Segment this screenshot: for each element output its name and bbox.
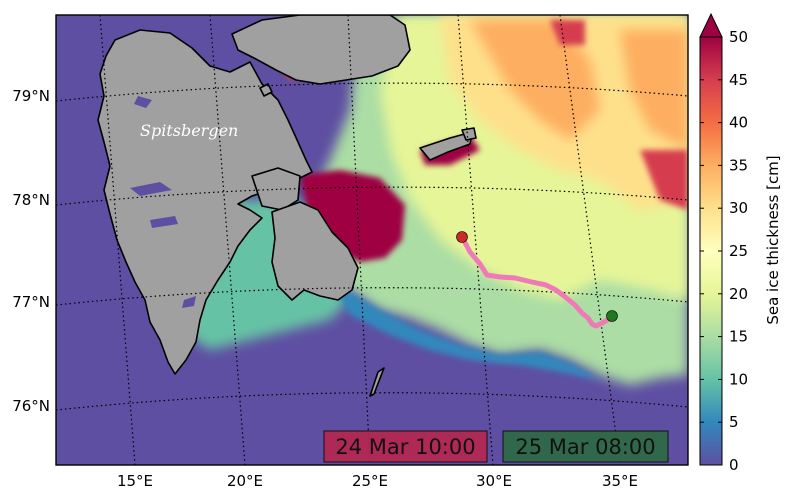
meridian-15e (99, 15, 136, 465)
place-label-spitsbergen: Spitsbergen (140, 121, 238, 140)
colorbar-tick-label: 10 (729, 370, 748, 388)
colorbar-tick-label: 20 (729, 285, 748, 303)
longitude-labels: 15°E 20°E 25°E 30°E 35°E (117, 472, 638, 490)
lon-label-20e: 20°E (227, 472, 263, 490)
map-panel: Spitsbergen 24 Mar 10:00 25 Mar 08:00 (56, 15, 688, 465)
lon-label-35e: 35°E (602, 472, 638, 490)
colorbar: 0 5 10 15 20 25 30 35 40 45 50 Sea ice thickness [… (699, 12, 782, 474)
colorbar-tick-label: 15 (729, 328, 748, 346)
meridian-35e (559, 15, 621, 465)
colorbar-tick-label: 45 (729, 71, 748, 89)
colorbar-tick-label: 0 (729, 456, 739, 474)
colorbar-tick-label: 50 (729, 28, 748, 46)
track-start-marker (456, 231, 468, 243)
colorbar-tick-label: 40 (729, 114, 748, 132)
lat-label-79n: 79°N (12, 87, 50, 105)
fjords (130, 96, 196, 308)
lat-label-76n: 76°N (12, 397, 50, 415)
timestamp-end-label: 25 Mar 08:00 (515, 435, 655, 459)
colorbar-label: Sea ice thickness [cm] (764, 155, 782, 324)
colorbar-tick-label: 25 (729, 242, 748, 260)
graticule (56, 15, 688, 465)
lon-label-15e: 15°E (117, 472, 153, 490)
colorbar-tick-label: 5 (729, 413, 739, 431)
lat-label-77n: 77°N (12, 293, 50, 311)
kong-karls-land-island (419, 131, 473, 161)
colorbar-ticks: 0 5 10 15 20 25 30 35 40 45 50 (700, 28, 748, 474)
lon-label-30e: 30°E (476, 472, 512, 490)
small-islet-north (259, 83, 273, 97)
colorbar-extend-arrow (699, 12, 723, 38)
colorbar-tick-label: 35 (729, 156, 748, 174)
timestamp-end: 25 Mar 08:00 (502, 430, 669, 463)
drift-track (459, 234, 615, 329)
storoya-island (461, 127, 477, 141)
edgeoya-island (271, 201, 359, 301)
colorbar-tick-label: 30 (729, 199, 748, 217)
timestamp-start-label: 24 Mar 10:00 (335, 435, 475, 459)
lat-label-78n: 78°N (12, 191, 50, 209)
lon-label-25e: 25°E (352, 472, 388, 490)
latitude-labels: 79°N 78°N 77°N 76°N (12, 87, 50, 415)
track-end-marker (606, 310, 618, 322)
nordaustlandet-island (231, 15, 411, 85)
map-frame (55, 14, 689, 466)
meridian-25e (347, 15, 371, 465)
meridian-30e (457, 15, 494, 465)
hopen-island (369, 367, 385, 397)
timestamp-start: 24 Mar 10:00 (323, 430, 488, 463)
meridian-20e (209, 15, 246, 465)
